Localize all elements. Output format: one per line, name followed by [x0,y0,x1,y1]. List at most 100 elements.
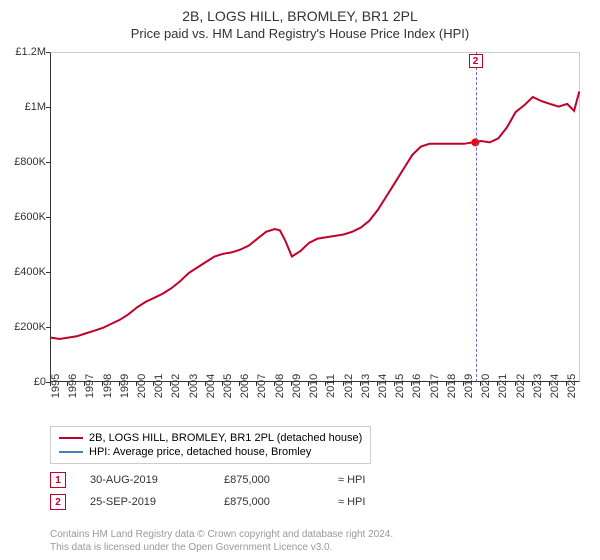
x-tick-mark [291,382,292,386]
transaction-index-box: 1 [50,472,66,488]
x-tick-label: 2009 [291,374,303,398]
chart-container: 2B, LOGS HILL, BROMLEY, BR1 2PL Price pa… [0,0,600,560]
x-tick-mark [394,382,395,386]
legend-text: HPI: Average price, detached house, Brom… [89,446,311,458]
event-vertical-line [476,52,477,382]
x-tick-mark [274,382,275,386]
x-tick-mark [153,382,154,386]
y-tick-mark [46,162,50,163]
legend: 2B, LOGS HILL, BROMLEY, BR1 2PL (detache… [50,426,371,464]
transaction-date: 30-AUG-2019 [90,474,200,486]
x-tick-label: 2005 [222,374,234,398]
transaction-note: ≈ HPI [338,474,365,486]
x-tick-mark [170,382,171,386]
x-tick-label: 2020 [480,374,492,398]
chart-subtitle: Price paid vs. HM Land Registry's House … [0,24,600,41]
x-tick-label: 2021 [497,374,509,398]
x-tick-mark [446,382,447,386]
series-line [51,92,579,340]
footer-line-2: This data is licensed under the Open Gov… [50,541,393,554]
y-tick-label: £600K [14,211,46,223]
x-tick-mark [429,382,430,386]
x-tick-mark [67,382,68,386]
y-tick-label: £800K [14,156,46,168]
x-tick-label: 2019 [463,374,475,398]
x-tick-label: 2003 [188,374,200,398]
y-tick-label: £200K [14,321,46,333]
y-tick-label: £0 [34,376,46,388]
x-tick-mark [343,382,344,386]
x-tick-label: 2001 [153,374,165,398]
x-tick-mark [119,382,120,386]
x-tick-label: 2024 [549,374,561,398]
x-tick-mark [188,382,189,386]
x-tick-label: 2002 [170,374,182,398]
y-tick-mark [46,272,50,273]
x-tick-label: 1998 [102,374,114,398]
transaction-row: 1 30-AUG-2019 £875,000 ≈ HPI [50,472,365,488]
x-tick-mark [463,382,464,386]
x-tick-label: 1999 [119,374,131,398]
x-tick-mark [256,382,257,386]
x-tick-mark [102,382,103,386]
x-tick-mark [84,382,85,386]
transaction-date: 25-SEP-2019 [90,496,200,508]
event-label: 2 [469,54,483,68]
y-tick-mark [46,327,50,328]
x-tick-label: 1996 [67,374,79,398]
x-tick-label: 2023 [532,374,544,398]
y-tick-mark [46,107,50,108]
transaction-row: 2 25-SEP-2019 £875,000 ≈ HPI [50,494,365,510]
x-tick-mark [377,382,378,386]
x-tick-label: 2014 [377,374,389,398]
y-tick-label: £400K [14,266,46,278]
y-tick-mark [46,52,50,53]
x-tick-mark [136,382,137,386]
x-tick-mark [515,382,516,386]
x-tick-mark [205,382,206,386]
x-tick-mark [532,382,533,386]
x-tick-label: 2011 [325,374,337,398]
x-tick-mark [411,382,412,386]
x-tick-label: 2006 [239,374,251,398]
x-tick-label: 2016 [411,374,423,398]
y-tick-label: £1.2M [15,46,46,58]
legend-swatch [59,437,83,439]
x-tick-label: 2007 [256,374,268,398]
x-tick-mark [239,382,240,386]
x-tick-label: 2013 [360,374,372,398]
x-tick-label: 2025 [566,374,578,398]
x-tick-label: 2004 [205,374,217,398]
transaction-price: £875,000 [224,496,314,508]
x-tick-mark [480,382,481,386]
x-tick-label: 2015 [394,374,406,398]
footer-attribution: Contains HM Land Registry data © Crown c… [50,528,393,554]
x-tick-mark [497,382,498,386]
plot-area [50,52,580,382]
legend-text: 2B, LOGS HILL, BROMLEY, BR1 2PL (detache… [89,432,362,444]
x-tick-label: 2017 [429,374,441,398]
y-tick-mark [46,217,50,218]
x-tick-label: 1997 [84,374,96,398]
x-tick-mark [549,382,550,386]
x-tick-label: 2012 [343,374,355,398]
x-tick-mark [308,382,309,386]
y-tick-label: £1M [25,101,46,113]
x-tick-label: 2010 [308,374,320,398]
x-tick-mark [50,382,51,386]
transaction-price: £875,000 [224,474,314,486]
line-plot-svg [51,53,579,381]
legend-item: HPI: Average price, detached house, Brom… [59,445,362,459]
x-tick-label: 2008 [274,374,286,398]
x-tick-label: 2022 [515,374,527,398]
x-tick-mark [222,382,223,386]
chart-title: 2B, LOGS HILL, BROMLEY, BR1 2PL [0,0,600,24]
x-tick-mark [566,382,567,386]
x-tick-label: 2018 [446,374,458,398]
transaction-index-box: 2 [50,494,66,510]
x-tick-mark [360,382,361,386]
transaction-note: ≈ HPI [338,496,365,508]
footer-line-1: Contains HM Land Registry data © Crown c… [50,528,393,541]
x-tick-label: 2000 [136,374,148,398]
x-tick-mark [325,382,326,386]
